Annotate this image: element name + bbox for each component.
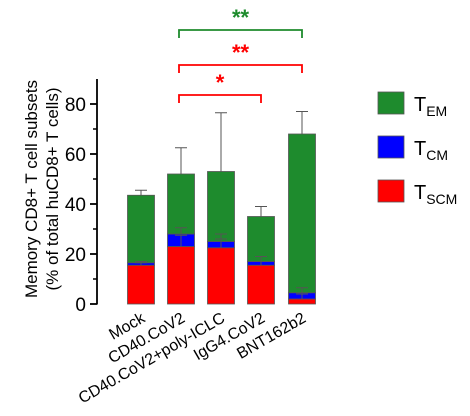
- bar-segment-em: [167, 173, 195, 235]
- y-tick-label: 80: [65, 95, 86, 116]
- y-tick-label: 20: [65, 245, 86, 266]
- bar-segment-em: [288, 133, 316, 294]
- axes: 0 20 40 60 80: [65, 79, 98, 316]
- legend-label-cm: TCM: [414, 138, 448, 163]
- legend-label-subscript: SCM: [426, 191, 457, 207]
- bar-segment-em: [207, 171, 235, 242]
- significance-bracket: [178, 29, 303, 38]
- bar-segment-em: [247, 216, 275, 262]
- bar-segment-scm: [288, 298, 316, 305]
- bar-segment-scm: [127, 264, 155, 305]
- legend-swatch-scm: [377, 179, 405, 203]
- legend-label-subscript: EM: [426, 103, 447, 119]
- bar-segment-em: [127, 194, 155, 264]
- legend-label-scm: TSCM: [414, 182, 457, 207]
- y-tick-label: 40: [65, 195, 86, 216]
- significance-label: **: [232, 40, 250, 65]
- legend-label-em: TEM: [414, 94, 447, 119]
- legend-swatch-cm: [377, 135, 405, 159]
- legend-swatch-em: [377, 91, 405, 115]
- y-tick-label: 60: [65, 145, 86, 166]
- significance-label: **: [232, 5, 250, 30]
- significance-bracket: [178, 94, 262, 103]
- legend-label-main: T: [414, 182, 426, 204]
- significance-bracket: [178, 64, 303, 73]
- y-axis-title-line1: Memory CD8+ T cell subsets: [22, 80, 41, 298]
- bar-segment-scm: [167, 246, 195, 305]
- y-axis-title-line2: (% of total huCD8+ T cells): [43, 88, 62, 291]
- y-axis-title: Memory CD8+ T cell subsets (% of total h…: [22, 80, 62, 298]
- bar-segment-scm: [247, 264, 275, 305]
- significance-brackets: *****: [178, 5, 303, 103]
- bar-segment-scm: [207, 247, 235, 305]
- significance-label: *: [216, 70, 225, 95]
- bars: [127, 111, 316, 305]
- legend-label-main: T: [414, 138, 426, 160]
- legend-label-main: T: [414, 94, 426, 116]
- y-tick-label: 0: [75, 295, 86, 316]
- x-tick-labels: MockCD40.CoV2CD40.CoV2+poly-ICLCIgG4.CoV…: [76, 309, 309, 407]
- legend-label-subscript: CM: [426, 147, 448, 163]
